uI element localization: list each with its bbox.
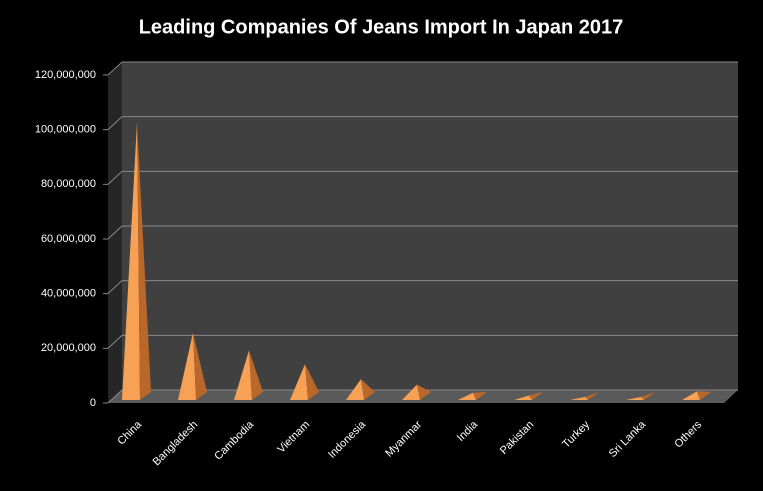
y-tick-label: 60,000,000	[41, 233, 96, 245]
x-tick-label: Vietnam	[275, 419, 312, 456]
bar-face	[514, 395, 532, 400]
bar	[458, 392, 487, 400]
bar	[570, 392, 599, 400]
x-tick-label: China	[115, 418, 144, 447]
bar	[682, 391, 711, 400]
y-tick-label: 120,000,000	[35, 69, 96, 81]
bar-face	[178, 332, 196, 400]
bar	[122, 122, 151, 400]
bar-face	[234, 350, 252, 400]
x-tick-label: Bangladesh	[151, 419, 201, 469]
bar	[626, 392, 655, 400]
bar-face	[290, 364, 308, 400]
bar	[178, 332, 207, 400]
y-tick-label: 80,000,000	[41, 178, 96, 190]
x-tick-label: Others	[672, 418, 704, 450]
bar-side	[305, 364, 319, 400]
bar	[234, 350, 263, 400]
grid-line	[107, 170, 738, 185]
bar	[514, 392, 543, 400]
grid-line	[107, 61, 738, 76]
y-tick-label: 20,000,000	[41, 342, 96, 354]
grid-line	[107, 225, 738, 240]
bar-face	[122, 122, 140, 400]
bar-side	[137, 122, 151, 400]
grid-line	[107, 116, 738, 131]
bar-side	[249, 350, 263, 400]
y-tick-label: 0	[90, 397, 96, 409]
bar	[290, 364, 319, 400]
x-tick-label: Sri Lanka	[607, 418, 649, 460]
bar-side	[473, 392, 487, 400]
y-tick-label: 40,000,000	[41, 288, 96, 300]
chart-title: Leading Companies Of Jeans Import In Jap…	[139, 16, 624, 38]
x-tick-label: Indonesia	[326, 418, 369, 461]
bar	[346, 379, 375, 400]
x-tick-label: Cambodia	[212, 418, 257, 463]
grid-line	[107, 334, 738, 349]
x-tick-label: Pakistan	[498, 419, 536, 457]
bar-side	[417, 384, 431, 400]
grid-line	[107, 389, 738, 404]
bar-face	[626, 396, 644, 400]
grid-line	[107, 280, 738, 295]
bar-side	[585, 392, 599, 400]
bar-side	[361, 379, 375, 400]
bar-side	[529, 392, 543, 400]
y-tick-label: 100,000,000	[35, 124, 96, 136]
bar-face	[402, 384, 420, 400]
bar-side	[641, 392, 655, 400]
x-tick-label: Myanmar	[383, 418, 424, 459]
x-tick-label: India	[455, 418, 481, 444]
bar-face	[570, 396, 588, 400]
bar	[402, 384, 431, 400]
x-tick-label: Turkey	[560, 418, 592, 450]
bar-face	[346, 379, 364, 400]
bar-face	[458, 392, 476, 400]
bar-side	[193, 332, 207, 400]
bar-face	[682, 391, 700, 400]
bar-side	[697, 391, 711, 400]
